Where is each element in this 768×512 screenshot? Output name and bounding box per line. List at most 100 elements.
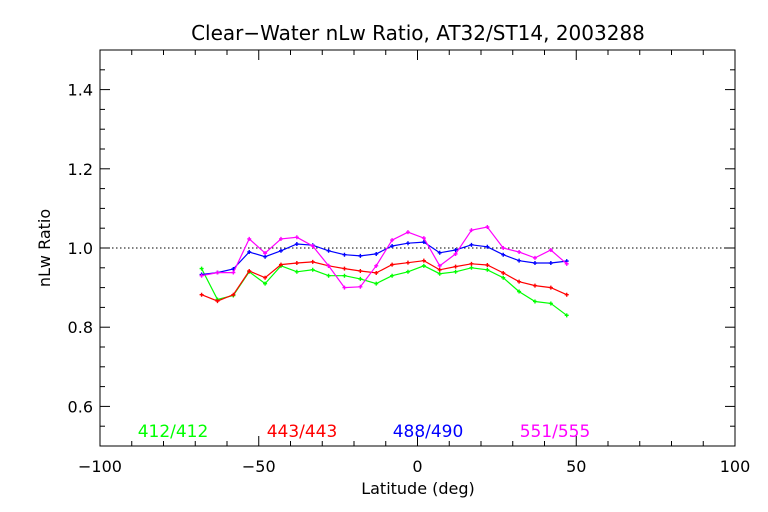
legend-entry: 443/443 [267,422,338,442]
data-point [199,273,204,278]
data-point [485,263,490,268]
x-tick-label: 100 [720,457,751,476]
data-point [532,283,537,288]
x-axis-label: Latitude (deg) [361,479,475,498]
data-point [294,242,299,247]
series-line-1 [201,265,568,316]
data-point [437,267,442,272]
data-point [485,244,490,249]
data-point [326,263,331,268]
data-point [564,313,569,318]
x-tick-labels: −100 −50 0 50 100 [78,457,750,476]
data-point [310,244,315,249]
chart-title: Clear−Water nLw Ratio, AT32/ST14, 200328… [191,21,645,45]
data-point [374,263,379,268]
data-point [469,265,474,270]
data-point [469,228,474,233]
data-point [294,269,299,274]
y-tick-label: 1.0 [68,239,93,258]
data-point [374,270,379,275]
data-point [374,281,379,286]
data-point [358,253,363,258]
data-point [564,292,569,297]
x-tick-label: −100 [78,457,122,476]
data-point [421,240,426,245]
data-point [278,248,283,253]
legend-entry: 412/412 [138,422,209,442]
data-point [390,262,395,267]
data-point [405,269,410,274]
data-point [469,261,474,266]
y-axis-label: nLw Ratio [35,209,54,287]
data-point [342,273,347,278]
axis-ticks [99,50,736,446]
x-tick-label: 0 [412,457,422,476]
data-point [326,248,331,253]
data-point [501,270,506,275]
data-point [501,246,506,250]
data-point [342,252,347,257]
data-point [231,292,236,297]
data-point [326,273,331,278]
data-point [548,285,553,290]
data-point [453,247,458,252]
legend-entry: 551/555 [520,422,591,442]
data-point [517,289,522,294]
data-point [421,263,426,268]
data-point [294,235,299,240]
data-point [405,230,410,235]
data-point [564,261,569,266]
data-point [548,261,553,266]
data-point [517,279,522,284]
data-point [532,255,537,260]
data-point [421,258,426,263]
data-point [390,238,395,243]
data-point [358,268,363,273]
data-point [199,292,204,297]
legend: 412/412 443/443 488/490 551/555 [138,422,591,442]
data-point [437,263,442,268]
data-point [485,267,490,272]
data-point [405,260,410,265]
data-point [263,251,268,256]
data-point [278,262,283,267]
data-point [231,270,236,275]
data-point [453,251,458,256]
data-point [374,251,379,256]
series-line-2 [201,260,567,302]
data-point [532,299,537,304]
data-point [390,244,395,249]
series-line-3 [201,241,567,276]
data-point [469,242,474,247]
data-point [453,264,458,269]
data-point [263,275,268,280]
series-line-4 [201,226,568,289]
data-point [405,241,410,246]
x-tick-label: −50 [242,457,276,476]
data-point [358,284,363,289]
y-tick-label: 0.6 [68,397,93,416]
data-point [263,254,268,259]
y-tick-label: 1.4 [68,81,93,100]
data-point [501,252,506,257]
data-point [548,247,553,252]
data-point [485,225,490,230]
series-group [199,225,569,318]
data-point [390,273,395,278]
data-point [310,259,315,264]
data-point [421,236,426,241]
y-tick-label: 1.2 [68,160,93,179]
data-point [342,266,347,271]
data-point [263,281,268,286]
data-point [310,267,315,272]
data-point [437,250,442,255]
data-point [532,261,537,266]
y-tick-label: 0.8 [68,318,93,337]
data-point [247,236,252,241]
y-tick-labels: 0.6 0.8 1.0 1.2 1.4 [68,81,93,417]
data-point [517,249,522,254]
data-point [247,268,252,273]
data-point [437,271,442,276]
data-point [517,258,522,263]
